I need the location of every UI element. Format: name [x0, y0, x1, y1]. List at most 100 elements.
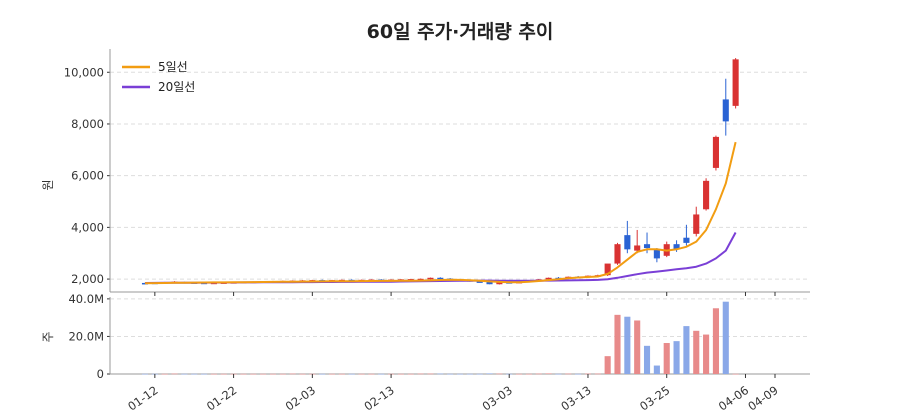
x-tick-label: 03-03: [480, 383, 515, 414]
candle-body: [427, 277, 434, 280]
volume-bar: [624, 316, 631, 374]
x-tick-label: 01-22: [204, 383, 239, 414]
price-panel: 2,000 4,000 6,000 8,000 10,000: [64, 49, 810, 293]
candle-body: [722, 99, 729, 122]
volume-bar: [732, 373, 739, 375]
volume-bar: [535, 373, 542, 375]
volume-bar: [260, 373, 267, 375]
x-tick-label: 02-13: [361, 383, 396, 414]
volume-bar: [141, 373, 149, 375]
volume-bar: [250, 373, 257, 375]
candle-body: [624, 235, 631, 250]
candle-body: [732, 59, 739, 106]
volume-bar: [604, 356, 611, 374]
volume-bar: [447, 373, 454, 375]
volume-bar: [712, 308, 719, 374]
candle-body: [703, 180, 710, 210]
volume-axis-label: 주: [41, 331, 55, 342]
candle-body: [614, 244, 621, 264]
candle-body: [653, 249, 660, 259]
volume-bar: [289, 373, 296, 375]
legend-ma20-label: 20일선: [158, 80, 195, 94]
volume-bar: [575, 373, 582, 375]
volume-bar: [643, 345, 651, 374]
candle-body: [712, 136, 719, 168]
legend-ma5-label: 5일선: [158, 60, 188, 74]
volume-bar: [299, 373, 306, 375]
price-tick-label: 10,000: [64, 65, 104, 79]
volume-bar: [683, 326, 690, 374]
volume-bar: [171, 373, 178, 375]
x-tick-label: 03-25: [637, 383, 672, 414]
volume-bar: [456, 373, 464, 375]
candle-body: [496, 282, 503, 285]
volume-bar: [397, 373, 404, 375]
volume-bar: [516, 373, 523, 375]
volume-bar: [279, 373, 286, 375]
volume-bar: [673, 341, 680, 374]
price-tick-label: 4,000: [71, 220, 104, 234]
volume-bar: [417, 373, 424, 375]
candle-body: [634, 245, 641, 251]
volume-bar: [161, 373, 168, 375]
candle-body: [141, 282, 149, 285]
candle-body: [643, 244, 651, 249]
price-tick-label: 2,000: [71, 272, 104, 286]
volume-bar: [437, 373, 444, 375]
volume-bar: [703, 334, 710, 374]
volume-bar: [476, 373, 483, 375]
volume-bar: [614, 314, 621, 374]
volume-bar: [722, 301, 729, 374]
volume-bar: [427, 373, 434, 375]
candle-body: [486, 281, 493, 285]
volume-tick-label: 20.0M: [68, 329, 104, 343]
volume-tick-label: 0: [97, 367, 104, 381]
volume-bar: [368, 373, 375, 375]
price-tick-label: 6,000: [71, 169, 104, 183]
volume-panel: 0 20.0M 40.0M: [68, 292, 810, 381]
volume-bar: [565, 373, 572, 375]
volume-bar: [378, 373, 385, 375]
volume-tick-label: 40.0M: [68, 292, 104, 306]
volume-bar: [545, 373, 552, 375]
x-tick-label: 04-06: [716, 383, 751, 414]
x-axis: 01-12 01-22 02-03 02-13 03-03 03-13 03-25 04-06…: [125, 292, 781, 414]
chart-legend: 5일선 20일선: [122, 60, 195, 94]
volume-bar: [693, 330, 700, 374]
volume-bar: [594, 373, 601, 375]
volume-bar: [653, 365, 660, 374]
candle-body: [683, 237, 690, 243]
volume-bar: [634, 320, 641, 374]
volume-bar: [319, 373, 326, 375]
candle-body: [673, 244, 680, 250]
candle-body: [604, 263, 611, 276]
volume-bar: [466, 373, 473, 375]
volume-bar: [269, 373, 277, 375]
x-tick-label: 01-12: [125, 383, 160, 414]
volume-bar: [328, 373, 336, 375]
x-tick-label: 04-09: [745, 383, 780, 414]
volume-bar: [496, 373, 503, 375]
volume-bar: [663, 343, 670, 374]
volume-bar: [201, 373, 208, 375]
volume-bar: [555, 373, 562, 375]
price-axis-label: 원: [41, 179, 55, 190]
volume-bar: [181, 373, 188, 375]
volume-bar: [338, 373, 345, 375]
ma5-line: [144, 141, 737, 285]
price-tick-label: 8,000: [71, 117, 104, 131]
candle-body: [545, 277, 552, 280]
volume-bar: [584, 373, 592, 375]
volume-bar: [191, 373, 198, 375]
volume-bar: [210, 373, 217, 375]
volume-bar: [348, 373, 355, 375]
x-tick-label: 03-13: [558, 383, 593, 414]
candle-body: [437, 277, 444, 280]
volume-bar: [358, 373, 365, 375]
volume-bar: [240, 373, 247, 375]
candle-body: [417, 278, 424, 281]
candle-body: [476, 281, 483, 283]
volume-bar: [525, 373, 532, 375]
chart-title: 60일 주가·거래량 추이: [367, 21, 554, 43]
